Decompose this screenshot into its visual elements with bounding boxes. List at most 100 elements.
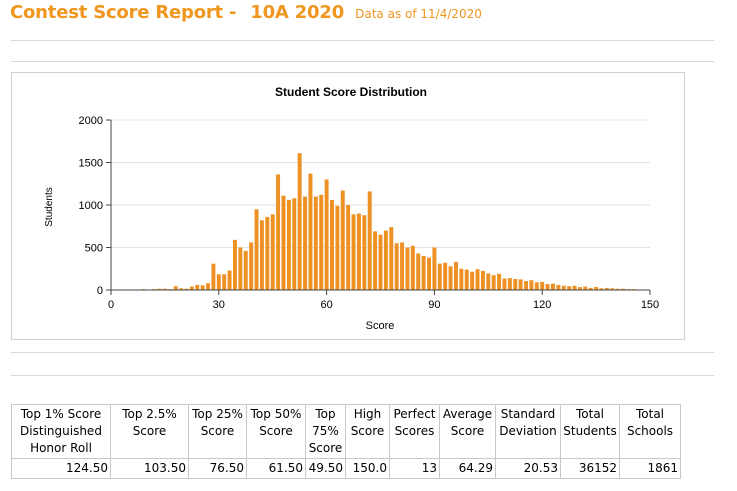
- x-tick-label: 90: [428, 299, 440, 311]
- histogram-bar: [389, 227, 394, 290]
- histogram-bar: [410, 245, 415, 290]
- divider: [11, 375, 714, 376]
- histogram-bar: [216, 274, 221, 290]
- y-tick-label: 0: [97, 285, 103, 297]
- histogram-bar: [437, 263, 442, 290]
- table-cell: 1861: [619, 458, 681, 479]
- histogram-bar: [286, 199, 291, 290]
- x-axis-label: Score: [366, 320, 395, 332]
- contest-name: 10A 2020: [250, 2, 345, 23]
- table-cell: 36152: [560, 458, 620, 479]
- divider: [11, 61, 714, 62]
- histogram-bar: [615, 288, 620, 290]
- report-title: Contest Score Report -: [10, 2, 237, 23]
- x-tick-label: 30: [213, 299, 225, 311]
- histogram-bar: [448, 266, 453, 290]
- x-tick-label: 60: [320, 299, 332, 311]
- histogram-bar: [243, 250, 248, 290]
- histogram-bar: [475, 269, 480, 290]
- histogram-bar: [518, 279, 523, 290]
- histogram-bar: [378, 234, 383, 290]
- histogram-bar: [529, 280, 534, 290]
- x-tick-label: 120: [533, 299, 551, 311]
- histogram-bar: [195, 284, 200, 290]
- chart-panel: 0 500 1000 1500 2000 0 30 60 90 120 150 Student Sc…: [11, 72, 685, 340]
- histogram-bar: [184, 288, 189, 290]
- histogram-bar: [621, 288, 626, 290]
- histogram-bar: [200, 285, 205, 290]
- y-tick-label: 1000: [79, 200, 103, 212]
- y-tick-label: 500: [85, 243, 103, 255]
- histogram-bar: [561, 285, 566, 290]
- histogram-bar: [394, 243, 399, 290]
- histogram-bar: [599, 288, 604, 290]
- histogram-bar: [556, 284, 561, 290]
- histogram-bar: [303, 196, 308, 290]
- histogram-bar: [502, 278, 507, 290]
- histogram-bar: [297, 153, 302, 290]
- histogram-bar: [416, 253, 421, 290]
- y-tick-label: 2000: [79, 115, 103, 127]
- table-header-cell: Total Students: [560, 404, 620, 459]
- histogram-bar: [238, 247, 243, 290]
- histogram-bar: [265, 216, 270, 290]
- histogram-bar: [367, 191, 372, 290]
- histogram-bar: [513, 278, 518, 290]
- axis-layer: 0 500 1000 1500 2000 0 30 60 90 120 150: [79, 115, 660, 311]
- histogram-bar: [362, 215, 367, 290]
- histogram-bar: [405, 247, 410, 290]
- score-statistics-table: Top 1% Score Distinguished Honor Roll Top…: [11, 404, 681, 479]
- data-date: Data as of 11/4/2020: [355, 7, 482, 21]
- histogram-bar: [308, 173, 313, 290]
- histogram-bar: [551, 283, 555, 290]
- histogram-bar: [249, 242, 254, 290]
- histogram-bar: [351, 214, 356, 290]
- histogram-bar: [480, 270, 485, 290]
- x-tick-label: 150: [641, 299, 659, 311]
- histogram-bar: [157, 288, 162, 290]
- report-header: Contest Score Report - 10A 2020 Data as o…: [10, 2, 482, 23]
- histogram-bar: [572, 285, 577, 290]
- divider: [11, 40, 714, 41]
- histogram-bar: [211, 263, 216, 290]
- histogram-bar: [453, 261, 458, 290]
- table-header-cell: Top 25% Score: [188, 404, 247, 459]
- table-cell: 103.50: [110, 458, 189, 479]
- table-cell: 61.50: [246, 458, 306, 479]
- histogram-bar: [276, 174, 281, 290]
- histogram-bar: [319, 194, 324, 290]
- y-axis-label: Students: [44, 187, 55, 226]
- histogram-bar: [567, 286, 572, 290]
- table-header-cell: Average Score: [439, 404, 496, 459]
- histogram-bar: [464, 269, 469, 290]
- histogram-bar: [534, 282, 539, 290]
- table-header-cell: Top 75% Score: [305, 404, 346, 459]
- histogram-bar: [162, 288, 167, 290]
- table-cell: 20.53: [495, 458, 561, 479]
- table-cell: 124.50: [11, 458, 111, 479]
- histogram-bar: [588, 287, 593, 290]
- histogram-bar: [610, 288, 615, 290]
- histogram-bar: [497, 273, 502, 290]
- histogram-bar: [594, 287, 599, 290]
- histogram-bar: [346, 205, 351, 290]
- histogram-bar: [470, 271, 475, 290]
- histogram-bar: [340, 190, 345, 290]
- table-cell: 49.50: [305, 458, 346, 479]
- histogram-bar: [459, 268, 464, 290]
- histogram-bar: [259, 220, 264, 290]
- histogram-bar: [222, 274, 227, 290]
- histogram-bar: [330, 199, 334, 290]
- chart-title: Student Score Distribution: [275, 85, 427, 99]
- histogram-bar: [173, 286, 178, 290]
- table-cell: 76.50: [188, 458, 247, 479]
- histogram-bar: [507, 278, 512, 290]
- table-header-cell: Top 50% Score: [246, 404, 306, 459]
- table-header-cell: Top 1% Score Distinguished Honor Roll: [11, 404, 111, 459]
- divider: [11, 352, 714, 353]
- table-row: 124.50 103.50 76.50 61.50 49.50 150.0 13 64.29 2…: [11, 458, 681, 479]
- histogram-bar: [206, 283, 210, 290]
- histogram-bar: [400, 242, 405, 290]
- bar-layer: [130, 153, 636, 291]
- histogram-bar: [491, 275, 496, 290]
